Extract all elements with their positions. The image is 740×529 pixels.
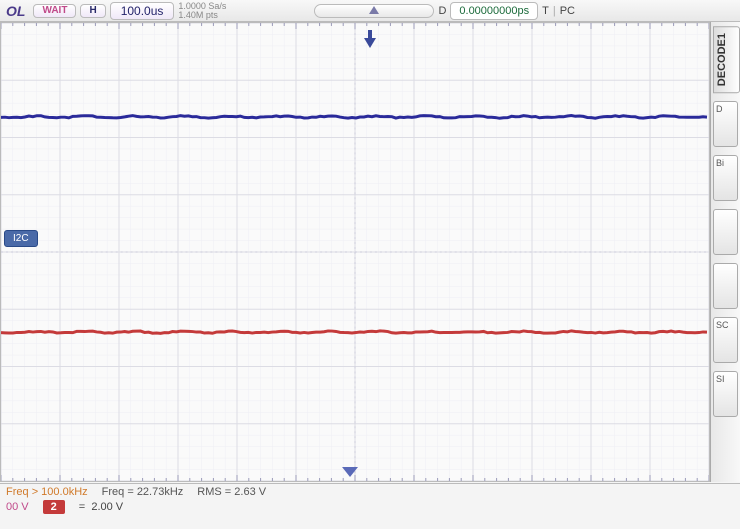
trigger-position-icon [363, 30, 377, 51]
softkey-3[interactable] [713, 209, 738, 255]
brand-logo: OL [2, 3, 29, 19]
channel-badge[interactable]: 2 [43, 500, 65, 514]
horizontal-position-slider[interactable] [314, 4, 434, 18]
freq-measurement: Freq = 22.73kHz [102, 486, 184, 498]
decode-tab[interactable]: DECODE1 [713, 26, 740, 93]
softkey-6[interactable]: SI [713, 371, 738, 417]
horizontal-label: H [80, 4, 105, 18]
softkey-5[interactable]: SC [713, 317, 738, 363]
sample-info: 1.0000 Sa/s 1.40M pts [178, 2, 226, 20]
waveform-plot[interactable] [0, 22, 710, 482]
slider-marker-icon [369, 6, 379, 16]
pc-label: PC [560, 5, 575, 17]
softkey-2[interactable]: Bi [713, 155, 738, 201]
mem-depth: 1.40M pts [178, 11, 226, 20]
right-softkey-panel: DECODE1 D Bi SC SI [710, 22, 740, 482]
trigger-label: T [542, 5, 549, 17]
bottom-status-bar: Freq > 100.0kHz Freq = 22.73kHz RMS = 2.… [0, 483, 740, 529]
delay-label: D [438, 5, 446, 17]
ch2-scale-readout[interactable]: = 2.00 V [79, 501, 123, 513]
delay-readout[interactable]: 0.00000000ps [450, 2, 538, 20]
ch1-scale-readout[interactable]: 00 V [6, 501, 29, 513]
timebase-readout[interactable]: 100.0us [110, 2, 175, 20]
run-status: WAIT [33, 4, 76, 18]
top-toolbar: OL WAIT H 100.0us 1.0000 Sa/s 1.40M pts … [0, 0, 740, 22]
freq-warning: Freq > 100.0kHz [6, 486, 88, 498]
rms-measurement: RMS = 2.63 V [197, 486, 266, 498]
softkey-4[interactable] [713, 263, 738, 309]
softkey-1[interactable]: D [713, 101, 738, 147]
decode-bus-label[interactable]: I2C [4, 230, 38, 247]
